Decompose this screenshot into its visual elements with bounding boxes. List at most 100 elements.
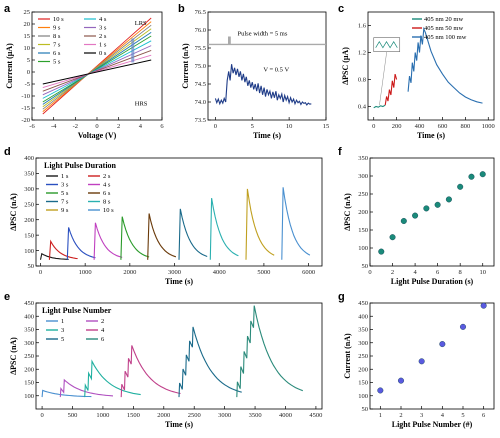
panel-g: 1 2 3 4 5 6 50 100 150 200 250 300 350 400 450 Light Pu… xyxy=(343,300,495,429)
plot-frame xyxy=(367,11,495,121)
legend-label: 7 s xyxy=(53,42,61,49)
pulse-trace xyxy=(208,36,326,46)
scatter-point xyxy=(389,234,396,241)
y-axis-label: Current (nA) xyxy=(181,43,190,89)
y-tick-label: 1.6 xyxy=(358,23,367,30)
legend-label: 5 xyxy=(61,336,64,343)
y-tick-label: 450 xyxy=(358,300,368,307)
y-axis-label: Current (nA) xyxy=(343,333,352,379)
legend-label: 4 s xyxy=(103,182,111,189)
x-tick-label: 15 xyxy=(323,123,330,130)
scatter-point xyxy=(468,173,475,180)
plot-frame xyxy=(369,302,495,410)
x-tick-label: 600 xyxy=(438,123,448,130)
legend-label: 1 s xyxy=(99,42,107,49)
legend-label: 5 s xyxy=(61,190,69,197)
y-tick-label: 200 xyxy=(24,217,34,224)
x-axis-label: Time (s) xyxy=(253,131,281,140)
panel-d: 0 1000 2000 3000 4000 5000 6000 50 100 150 200 250 3… xyxy=(9,155,323,286)
y-tick-label: 400 xyxy=(358,313,368,320)
panel-c: 0 200 400 600 800 1000 0.4 0.8 1.2 1.6 Time (s) ΔPS… xyxy=(341,11,495,140)
y-tick-label: 300 xyxy=(24,340,34,347)
legend-label: 0 s xyxy=(99,50,107,57)
psc-pulse-trace xyxy=(66,227,96,260)
y-tick-label: 75.0 xyxy=(195,63,206,70)
inset-trace xyxy=(375,41,398,49)
x-tick-label: 6 xyxy=(436,269,440,276)
psc-pulse-trace xyxy=(120,216,150,260)
y-tick-label: 150 xyxy=(358,227,368,234)
x-tick-label: 2000 xyxy=(123,269,136,276)
psc-pulse-trace xyxy=(209,198,239,260)
y-tick-label: 50 xyxy=(362,263,369,270)
y-tick-label: 350 xyxy=(24,171,34,178)
y-tick-label: 20 xyxy=(24,21,31,28)
y-tick-label: 74.0 xyxy=(195,99,206,106)
y-tick-label: 0 xyxy=(27,69,30,76)
x-axis-label: Time (s) xyxy=(165,277,193,286)
legend-label: 4 xyxy=(101,327,105,334)
y-tick-label: 200 xyxy=(24,366,34,373)
scatter-point xyxy=(439,341,446,348)
x-tick-label: 2 xyxy=(117,123,120,130)
legend-title: Light Pulse Duration xyxy=(44,161,117,170)
x-tick-label: 2000 xyxy=(157,412,170,419)
psc-pulse-trace xyxy=(281,187,311,260)
legend-label: 5 s xyxy=(53,59,61,66)
psc-pulse-trace xyxy=(93,222,123,260)
y-tick-label: 73.5 xyxy=(195,117,206,124)
legend-label: 6 xyxy=(101,336,105,343)
y-axis-label: ΔPSC (μA) xyxy=(341,47,350,85)
y-tick-label: 250 xyxy=(24,353,34,360)
psc-pulse-trace xyxy=(84,359,141,398)
y-tick-label: 25 xyxy=(24,9,31,16)
x-tick-label: 2 xyxy=(399,412,402,419)
x-tick-label: 1 xyxy=(379,412,382,419)
x-tick-label: 500 xyxy=(68,412,78,419)
y-tick-label: 250 xyxy=(24,201,34,208)
scatter-point xyxy=(445,196,452,203)
x-tick-label: 4000 xyxy=(279,412,292,419)
legend-label: 2 xyxy=(101,318,104,325)
y-tick-label: 50 xyxy=(362,406,369,413)
x-axis-label: Voltage (V) xyxy=(78,131,117,140)
legend-label: 1 s xyxy=(61,173,69,180)
y-tick-label: 0.8 xyxy=(358,77,366,84)
psc-pulse-trace xyxy=(236,305,303,398)
y-tick-label: 100 xyxy=(24,393,34,400)
scatter-point xyxy=(418,358,425,365)
y-tick-label: 10 xyxy=(24,45,31,52)
x-tick-label: 0 xyxy=(39,269,42,276)
panel-label-b: b xyxy=(178,3,185,15)
y-tick-label: 74.5 xyxy=(195,81,206,88)
scatter-point xyxy=(423,205,430,212)
legend-label: 6 s xyxy=(103,190,111,197)
x-tick-label: 2 xyxy=(391,269,394,276)
y-tick-label: 100 xyxy=(358,393,368,400)
y-axis-label: ΔPSC (nA) xyxy=(9,193,18,231)
psc-pulse-trace xyxy=(48,239,78,260)
psc-series-line xyxy=(384,73,398,106)
y-tick-label: 450 xyxy=(24,300,34,307)
psc-pulse-trace xyxy=(41,389,92,398)
x-axis-label: Time (s) xyxy=(165,420,193,429)
x-tick-label: 3500 xyxy=(249,412,262,419)
annotation-hrs: HRS xyxy=(135,101,148,108)
x-tick-label: 8 xyxy=(459,269,462,276)
y-tick-label: 100 xyxy=(24,248,34,255)
y-tick-label: 350 xyxy=(358,155,368,162)
psc-series-line xyxy=(373,104,386,109)
x-tick-label: 4000 xyxy=(213,269,226,276)
panel-label-f: f xyxy=(338,146,342,158)
x-tick-label: 400 xyxy=(415,123,425,130)
y-tick-label: 76.5 xyxy=(195,9,206,16)
y-axis-label: Current (μA) xyxy=(5,43,14,89)
legend-label: 4 s xyxy=(99,16,107,23)
psc-pulse-trace xyxy=(245,188,275,260)
panel-e: 0 500 1000 1500 2000 2500 3000 3500 4000 4500 100 1… xyxy=(9,300,322,429)
legend-label: 7 s xyxy=(61,199,69,206)
y-tick-label: 150 xyxy=(24,380,34,387)
